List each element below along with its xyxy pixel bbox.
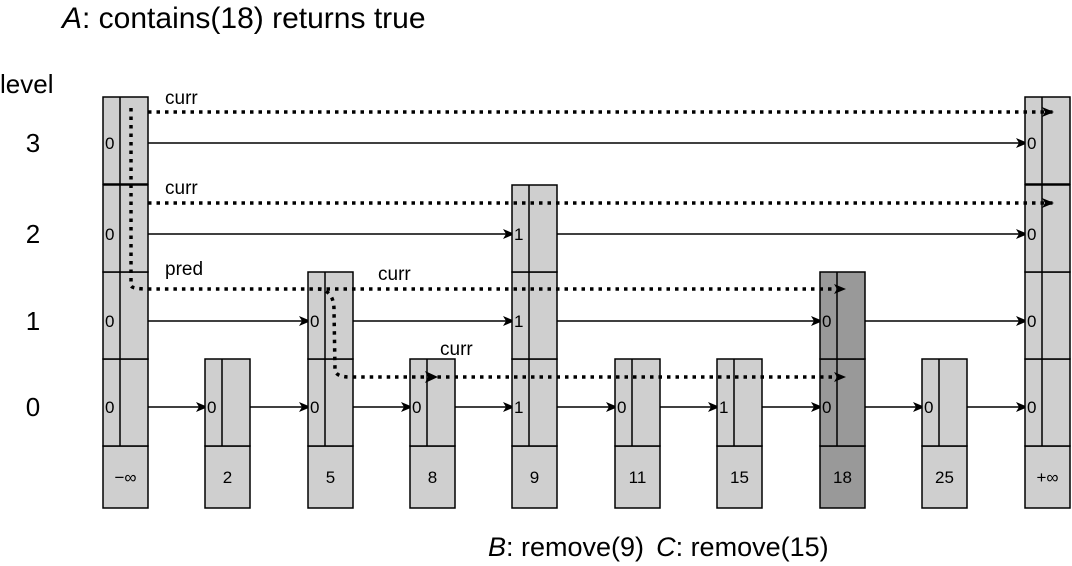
level-label-3: 3 xyxy=(26,128,40,158)
node-level-cell xyxy=(102,96,149,185)
pointer-label-curr: curr xyxy=(165,178,198,199)
node-level-cell xyxy=(511,271,558,360)
node-key-label: 9 xyxy=(530,468,539,487)
diagram-title: A: contains(18) returns true xyxy=(60,2,426,35)
pointer-label-pred: pred xyxy=(165,259,203,280)
node-level-cell xyxy=(307,358,354,447)
mark-bit: 0 xyxy=(924,398,933,417)
pointer-labels: curr curr pred curr curr xyxy=(165,88,473,360)
mark-bit: 0 xyxy=(310,312,319,331)
mark-bit: 0 xyxy=(310,398,319,417)
footer-c-letter: C xyxy=(656,532,676,562)
mark-bit: 1 xyxy=(514,225,523,244)
mark-bit: 0 xyxy=(1027,398,1036,417)
node-0: −∞ 0 0 0 0 xyxy=(102,96,149,509)
mark-bit: 0 xyxy=(105,312,114,331)
mark-bit: 0 xyxy=(105,225,114,244)
mark-bit: 0 xyxy=(822,398,831,417)
node-level-cell xyxy=(409,358,456,447)
node-6: 15 1 xyxy=(716,358,763,509)
traversal-path xyxy=(129,107,1054,383)
level-label-0: 0 xyxy=(26,392,40,422)
pointer-label-curr: curr xyxy=(378,264,411,285)
mark-bit: 0 xyxy=(617,398,626,417)
mark-bit: 0 xyxy=(1027,312,1036,331)
mark-bit: 0 xyxy=(1027,134,1036,153)
node-key-label: −∞ xyxy=(114,468,136,487)
mark-bit: 0 xyxy=(822,312,831,331)
node-key-cell xyxy=(921,445,968,509)
mark-bit: 1 xyxy=(514,398,523,417)
node-level-cell xyxy=(716,358,763,447)
node-level-cell xyxy=(1024,271,1071,360)
level-header: level xyxy=(0,69,53,99)
node-key-cell xyxy=(511,445,558,509)
title-text: : contains(18) returns true xyxy=(82,2,426,35)
traversal-dotted-path xyxy=(129,108,395,379)
node-key-label: +∞ xyxy=(1036,468,1058,487)
node-key-cell xyxy=(1024,445,1071,509)
node-key-cell xyxy=(204,445,251,509)
mark-bit: 1 xyxy=(719,398,728,417)
node-8: 25 0 xyxy=(921,358,968,509)
node-4: 9 1 1 1 xyxy=(511,184,558,509)
node-key-cell xyxy=(716,445,763,509)
node-key-label: 2 xyxy=(223,468,232,487)
node-key-label: 25 xyxy=(935,468,954,487)
node-key-label: 15 xyxy=(730,468,749,487)
node-level-cell xyxy=(204,358,251,447)
footer-b-letter: B xyxy=(488,532,506,562)
mark-bit: 0 xyxy=(1027,225,1036,244)
node-key-cell xyxy=(307,445,354,509)
curr-arrowhead-node-8 xyxy=(425,371,438,383)
node-level-cell xyxy=(614,358,661,447)
level-label-2: 2 xyxy=(26,219,40,249)
node-1: 20 xyxy=(204,358,251,509)
footer-c-text: : remove(15) xyxy=(676,532,829,562)
node-3: 80 xyxy=(409,358,456,509)
footer-b-text: : remove(9) xyxy=(506,532,644,562)
footer-caption: B: remove(9) C: remove(15) xyxy=(488,532,829,562)
node-2: 5 0 0 xyxy=(307,271,354,509)
mark-bit: 0 xyxy=(207,398,216,417)
node-9: +∞ 0 0 0 0 xyxy=(1024,96,1071,509)
node-key-label: 5 xyxy=(326,468,335,487)
title-letter: A xyxy=(60,2,82,35)
node-level-cell xyxy=(102,184,149,273)
node-level-cell xyxy=(511,184,558,273)
level-labels: 0 1 2 3 xyxy=(26,128,40,422)
level-label-1: 1 xyxy=(26,306,40,336)
mark-bit: 0 xyxy=(105,134,114,153)
node-5: 11 0 xyxy=(614,358,661,509)
node-key-label: 11 xyxy=(629,468,647,487)
node-key-cell xyxy=(614,445,661,509)
mark-bit: 0 xyxy=(105,398,114,417)
mark-bit: 1 xyxy=(514,312,523,331)
node-level-cell xyxy=(307,271,354,360)
pointer-label-curr: curr xyxy=(440,339,473,360)
mark-bit: 0 xyxy=(412,398,421,417)
node-key-label: 8 xyxy=(428,468,437,487)
next-pointer-edges xyxy=(134,138,1028,412)
node-level-cell xyxy=(102,271,149,360)
node-level-cell xyxy=(921,358,968,447)
node-key-label: 18 xyxy=(833,468,852,487)
pointer-label-curr: curr xyxy=(165,88,198,109)
node-key-cell xyxy=(102,445,149,509)
